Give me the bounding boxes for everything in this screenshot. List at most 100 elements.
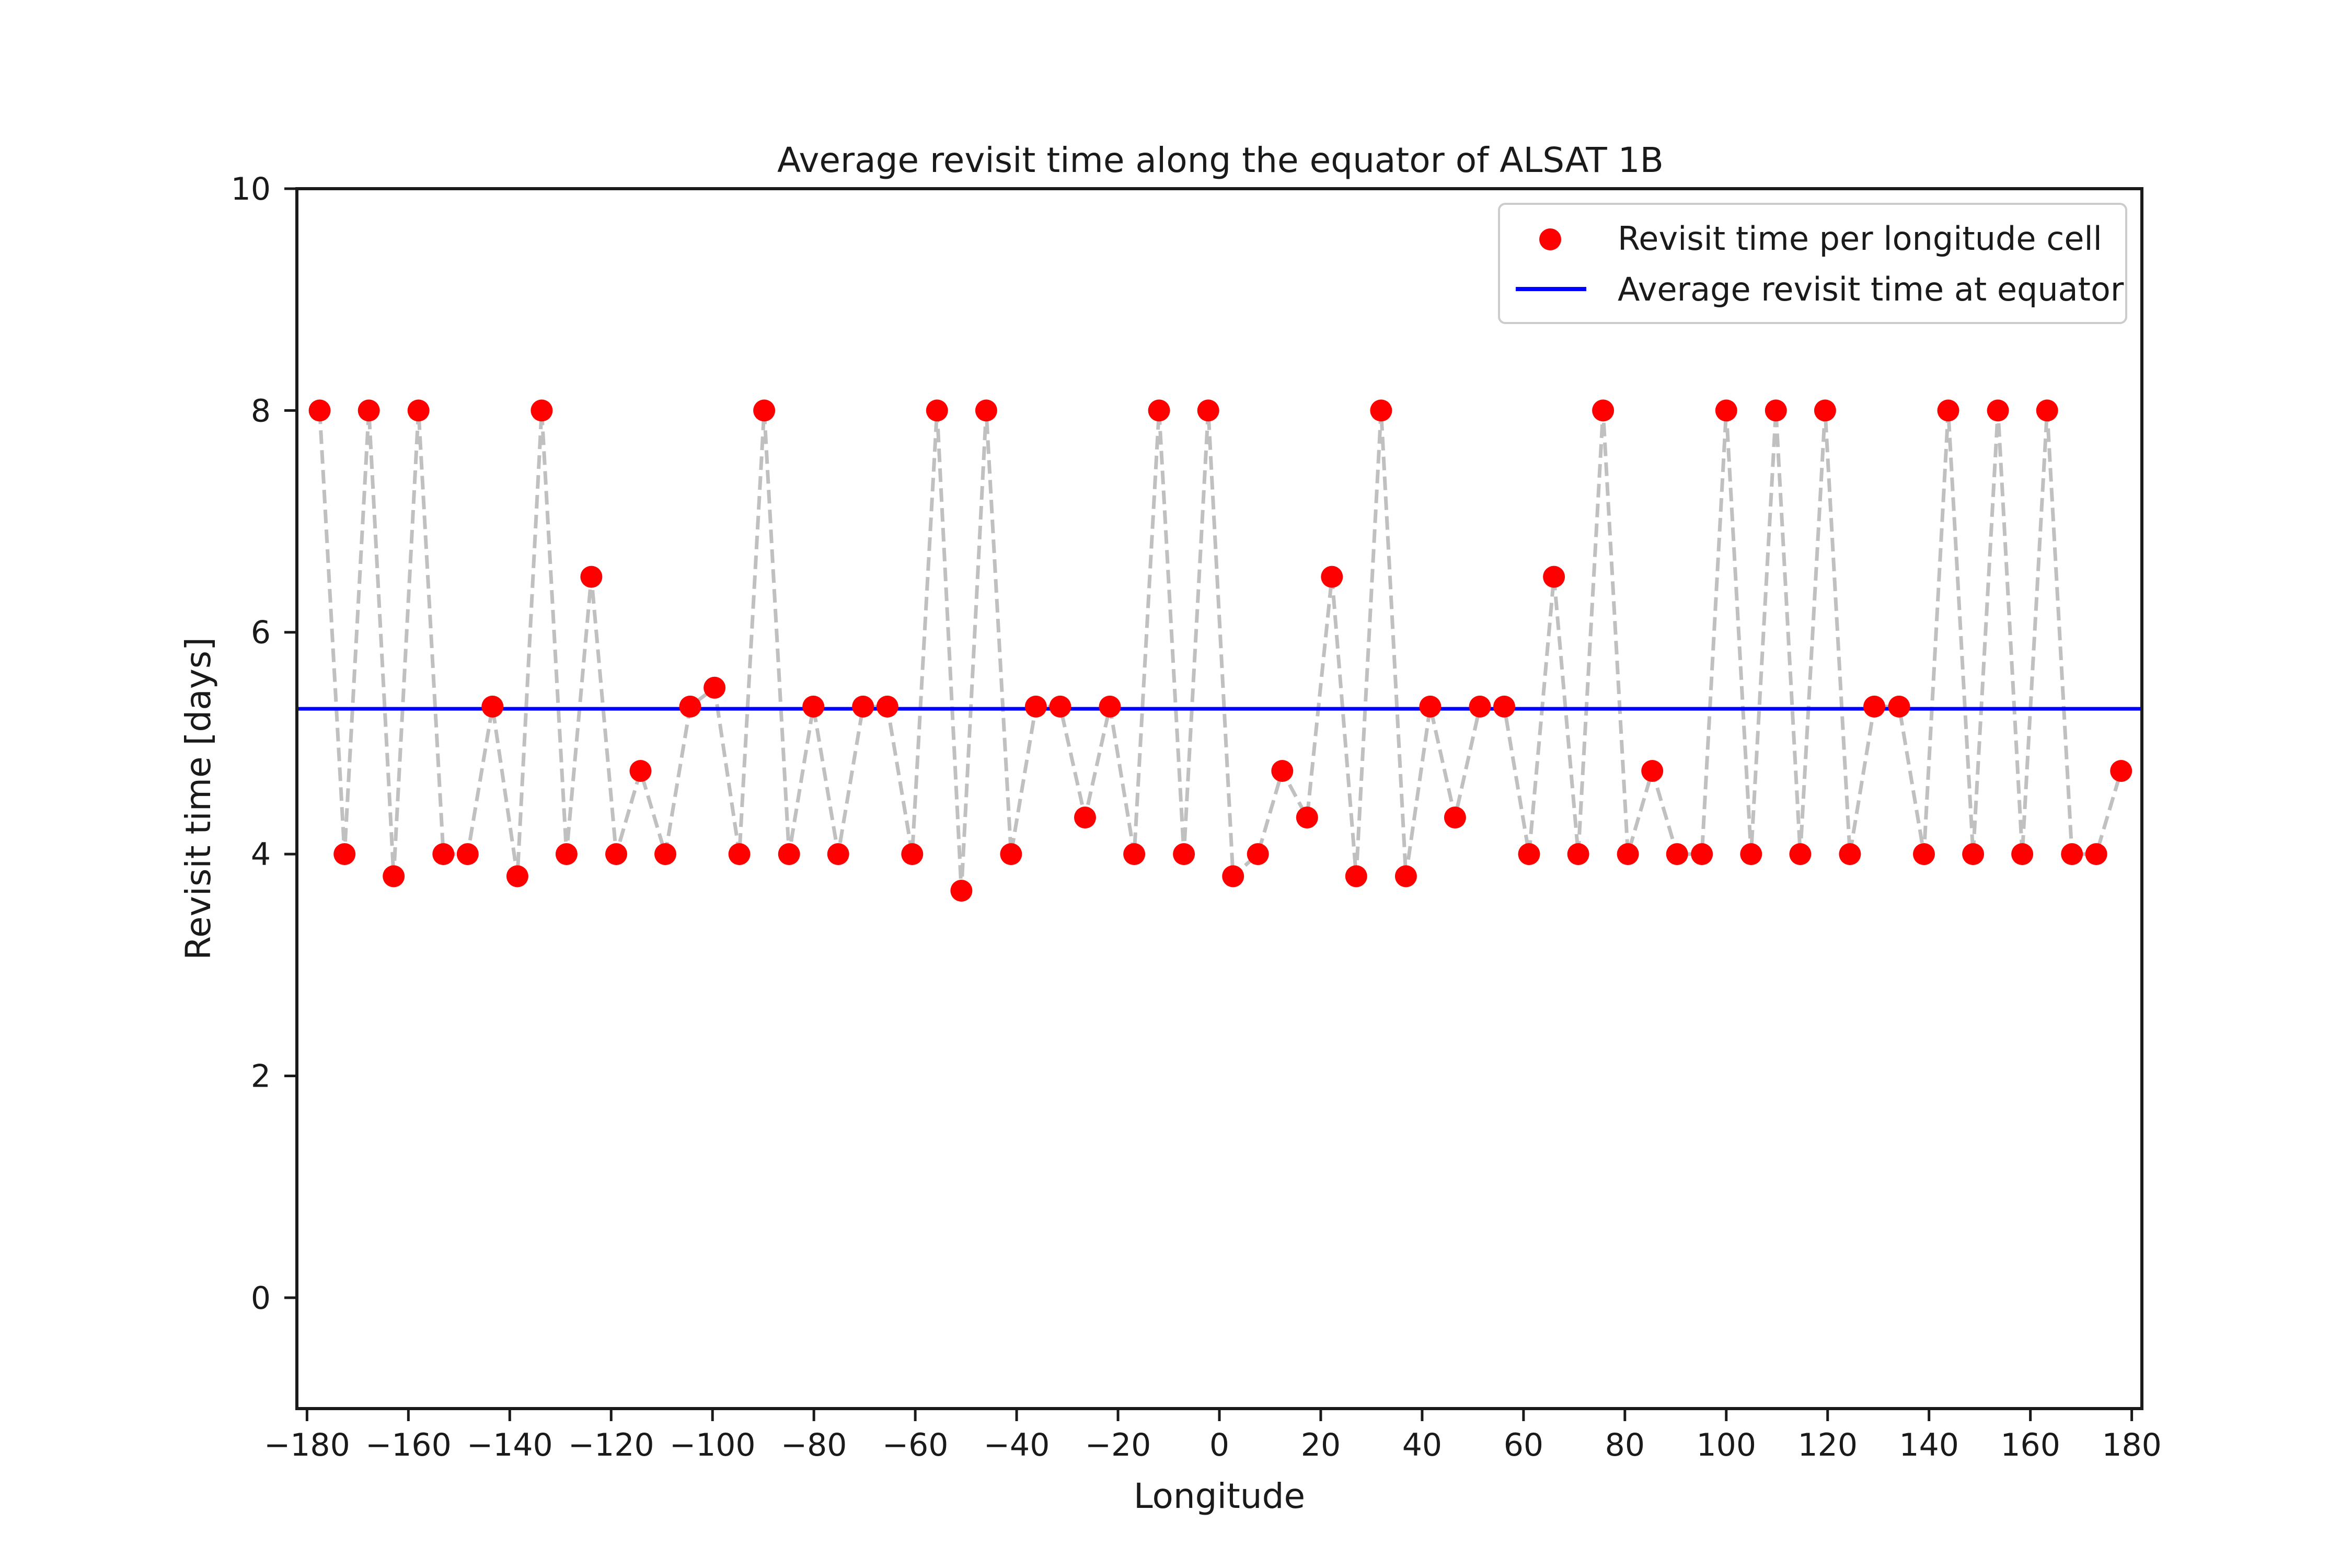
y-tick-label: 8: [251, 393, 271, 429]
x-tick-label: 40: [1402, 1427, 1442, 1463]
revisit-point: [1099, 695, 1121, 718]
x-tick-label: 140: [1899, 1427, 1959, 1463]
revisit-point: [950, 880, 973, 902]
revisit-point: [308, 399, 331, 422]
y-tick-label: 0: [251, 1280, 271, 1317]
y-tick-label: 4: [251, 836, 271, 873]
revisit-point: [481, 695, 504, 718]
revisit-point: [778, 843, 800, 866]
revisit-point: [1789, 843, 1812, 866]
axes-layer: −180 −160 −140 −120 −100 −80 −60 −40 −20 0 20 40 60 8…: [231, 171, 2162, 1463]
x-tick-label: 0: [1209, 1427, 1229, 1463]
y-tick-label: 6: [251, 615, 271, 651]
revisit-point: [1913, 843, 1935, 866]
revisit-point: [1765, 399, 1787, 422]
revisit-point: [1567, 843, 1589, 866]
revisit-point: [876, 695, 898, 718]
plot-data-layer: [297, 399, 2142, 902]
revisit-point: [1049, 695, 1071, 718]
revisit-point: [1592, 399, 1615, 422]
revisit-point: [1518, 843, 1540, 866]
x-tick-label: 120: [1797, 1427, 1858, 1463]
revisit-point: [2085, 843, 2107, 866]
revisit-point: [1296, 806, 1318, 829]
revisit-point: [1740, 843, 1762, 866]
revisit-point: [2036, 399, 2058, 422]
x-tick-label: −80: [781, 1427, 847, 1463]
plot-frame: [295, 187, 2143, 1410]
revisit-point: [1469, 695, 1491, 718]
legend-label-revisit-time: Revisit time per longitude cell: [1618, 220, 2102, 258]
revisit-point: [1173, 843, 1195, 866]
x-tick-label: −60: [882, 1427, 949, 1463]
revisit-point: [1641, 760, 1664, 782]
revisit-point: [605, 843, 627, 866]
revisit-point: [1024, 695, 1047, 718]
x-tick-label: 100: [1697, 1427, 1757, 1463]
revisit-point: [1419, 695, 1442, 718]
x-tick-label: 20: [1301, 1427, 1341, 1463]
revisit-point: [1715, 399, 1737, 422]
revisit-point: [1197, 399, 1219, 422]
x-tick-label: −140: [467, 1427, 553, 1463]
revisit-point: [1987, 399, 2009, 422]
revisit-point: [333, 843, 356, 866]
revisit-point: [827, 843, 849, 866]
y-tick-label: 10: [231, 171, 271, 207]
revisit-point: [975, 399, 997, 422]
revisit-point: [901, 843, 924, 866]
revisit-point: [852, 695, 874, 718]
x-tick-label: −180: [264, 1427, 350, 1463]
legend-marker-revisit-time: [1539, 228, 1561, 250]
revisit-point: [1370, 399, 1392, 422]
revisit-point: [2110, 760, 2132, 782]
legend: Revisit time per longitude cell Average …: [1498, 203, 2127, 324]
revisit-point: [1543, 566, 1565, 588]
revisit-point: [802, 695, 825, 718]
x-tick-label: −120: [568, 1427, 654, 1463]
revisit-connecting-line: [318, 410, 2123, 891]
y-tick-label: 2: [251, 1058, 271, 1094]
revisit-point: [1148, 399, 1170, 422]
revisit-point: [2011, 843, 2034, 866]
revisit-point: [580, 566, 603, 588]
legend-box: [1498, 203, 2127, 324]
revisit-point: [1222, 865, 1244, 887]
revisit-point: [1493, 695, 1515, 718]
revisit-point: [555, 843, 578, 866]
x-tick-label: 80: [1605, 1427, 1645, 1463]
revisit-point: [1962, 843, 1985, 866]
legend-label-average: Average revisit time at equator: [1618, 270, 2124, 308]
revisit-point: [1000, 843, 1022, 866]
chart-title: Average revisit time along the equator o…: [777, 140, 1664, 180]
revisit-point: [531, 399, 553, 422]
revisit-point: [2061, 843, 2083, 866]
revisit-point: [1271, 760, 1294, 782]
revisit-point: [383, 865, 405, 887]
x-tick-label: 160: [2000, 1427, 2060, 1463]
revisit-point: [1617, 843, 1639, 866]
revisit-point: [728, 843, 751, 866]
revisit-point: [1937, 399, 1959, 422]
revisit-point: [1345, 865, 1367, 887]
x-tick-label: −100: [670, 1427, 756, 1463]
revisit-point: [407, 399, 430, 422]
x-tick-label: 180: [2102, 1427, 2162, 1463]
revisit-point: [1074, 806, 1096, 829]
y-axis-label: Revisit time [days]: [178, 637, 218, 960]
revisit-point: [1691, 843, 1713, 866]
x-tick-label: −40: [984, 1427, 1050, 1463]
x-tick-label: −160: [365, 1427, 452, 1463]
revisit-point: [704, 676, 726, 699]
revisit-point: [1394, 865, 1417, 887]
revisit-point: [679, 695, 701, 718]
revisit-point: [753, 399, 776, 422]
revisit-point: [1444, 806, 1466, 829]
revisit-point: [1814, 399, 1836, 422]
x-tick-label: −20: [1085, 1427, 1151, 1463]
revisit-point: [358, 399, 380, 422]
revisit-point: [1863, 695, 1885, 718]
revisit-point: [1888, 695, 1910, 718]
revisit-point: [506, 865, 528, 887]
